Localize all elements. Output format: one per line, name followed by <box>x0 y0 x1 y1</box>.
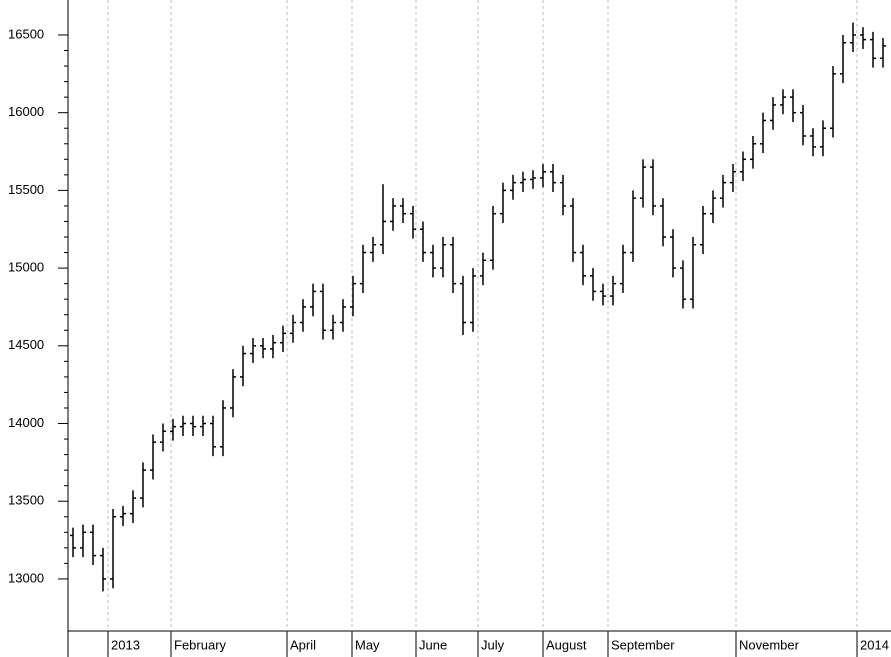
x-tick-label: May <box>355 637 380 652</box>
x-tick-label: August <box>546 637 587 652</box>
x-tick-label: 2013 <box>111 637 140 652</box>
x-tick-label: February <box>174 637 227 652</box>
x-tick-label: September <box>611 637 675 652</box>
y-tick-label: 16000 <box>8 104 44 119</box>
y-tick-label: 16500 <box>8 26 44 41</box>
y-tick-label: 13000 <box>8 570 44 585</box>
y-tick-label: 15500 <box>8 182 44 197</box>
y-tick-label: 14500 <box>8 337 44 352</box>
x-tick-label: June <box>419 637 447 652</box>
x-tick-label: 2014 <box>860 637 889 652</box>
x-tick-label: November <box>739 637 800 652</box>
x-tick-label: July <box>481 637 505 652</box>
y-tick-label: 15000 <box>8 260 44 275</box>
x-tick-label: April <box>290 637 316 652</box>
y-tick-label: 13500 <box>8 493 44 508</box>
y-tick-label: 14000 <box>8 415 44 430</box>
